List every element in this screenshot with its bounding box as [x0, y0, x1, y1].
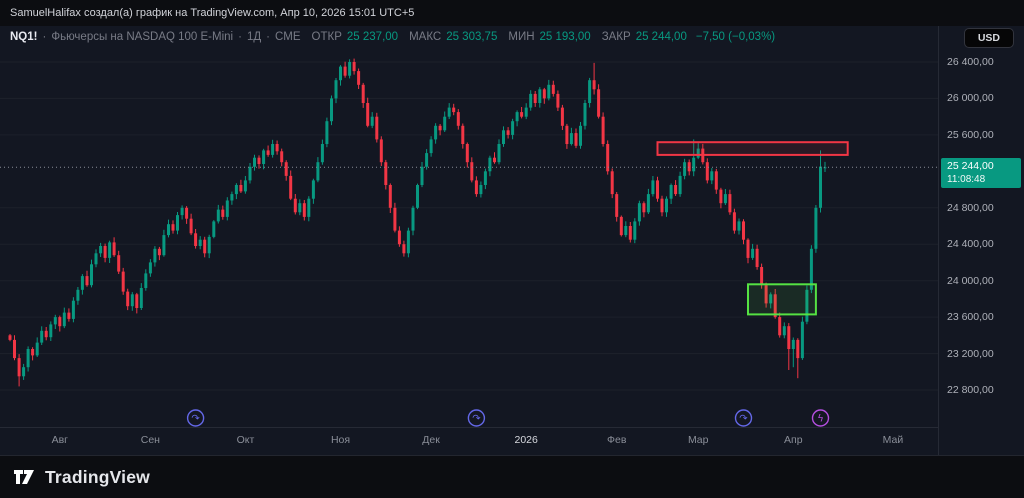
svg-text:↷: ↷ — [191, 414, 200, 425]
support-box[interactable] — [747, 283, 817, 316]
open-label: ОТКР — [311, 31, 342, 43]
price-axis-label: 25 600,00 — [947, 128, 994, 141]
price-axis[interactable]: 26 400,00 26 000,00 25 600,00 24 800,00 24 4… — [938, 0, 1024, 455]
price-axis-label: 26 000,00 — [947, 92, 994, 105]
change-value: −7,50 (−0,03%) — [695, 31, 776, 43]
price-axis-label: 24 000,00 — [947, 274, 994, 287]
svg-text:↷: ↷ — [472, 414, 481, 425]
bar-countdown: 11:08:48 — [947, 174, 986, 186]
time-axis-label: Апр — [784, 434, 803, 446]
interval-label[interactable]: 1Д — [246, 31, 262, 43]
price-axis-label: 26 400,00 — [947, 56, 994, 68]
price-axis-label: 24 800,00 — [947, 201, 994, 214]
close-label: ЗАКР — [601, 31, 631, 43]
svg-text:ϟ: ϟ — [817, 414, 824, 425]
time-axis-label: Дек — [422, 434, 440, 446]
time-axis-label: Авг — [51, 434, 69, 446]
current-price-value: 25 244,00 — [947, 160, 994, 173]
svg-text:↷: ↷ — [739, 414, 748, 425]
resistance-box[interactable] — [656, 141, 849, 156]
candlestick-series[interactable] — [8, 58, 827, 387]
tradingview-logo-icon[interactable] — [12, 465, 36, 489]
time-axis-label: Сен — [140, 434, 160, 446]
open-value: 25 237,00 — [346, 31, 399, 43]
time-axis-label: Фев — [607, 434, 627, 446]
footer-bar: TradingView — [0, 455, 1024, 498]
time-axis-label: 2026 — [514, 434, 538, 446]
separator-dot: · — [238, 31, 242, 43]
rollover-marker-icon[interactable]: ↷ — [734, 409, 753, 427]
price-axis-label: 22 800,00 — [947, 384, 994, 396]
separator-dot: · — [266, 31, 270, 43]
low-label: МИН — [508, 31, 535, 43]
price-axis-label: 24 400,00 — [947, 238, 994, 251]
exchange-label: CME — [274, 31, 301, 43]
currency-button[interactable]: USD — [963, 28, 1014, 48]
creation-info-text: SamuelHalifax создал(а) график на Tradin… — [10, 7, 415, 19]
tradingview-logo-text[interactable]: TradingView — [45, 466, 150, 487]
high-value: 25 303,75 — [446, 31, 498, 43]
high-label: МАКС — [409, 31, 442, 43]
chart-legend: NQ1! · Фьючерсы на NASDAQ 100 E-Mini · 1… — [10, 31, 775, 43]
time-axis-label: Мар — [687, 434, 709, 446]
creation-info-bar: SamuelHalifax создал(а) график на Tradin… — [0, 0, 1024, 26]
grid-lines — [0, 61, 938, 391]
low-value: 25 193,00 — [539, 31, 591, 43]
close-value: 25 244,00 — [635, 31, 687, 43]
price-axis-label: 23 600,00 — [947, 311, 994, 324]
rollover-marker-icon[interactable]: ↷ — [186, 409, 205, 427]
flash-marker-icon[interactable]: ϟ — [811, 409, 830, 427]
symbol-name[interactable]: NQ1! — [10, 31, 38, 43]
chart-canvas[interactable]: ↷ ↷ ↷ ϟ — [0, 0, 938, 455]
current-price-badge: 25 244,00 11:08:48 — [941, 158, 1021, 189]
price-axis-label: 23 200,00 — [947, 347, 994, 360]
time-axis-label: Ноя — [330, 434, 351, 446]
time-axis[interactable]: Авг Сен Окт Ноя Дек 2026 Фев Мар Апр Май — [0, 427, 938, 455]
separator-dot: · — [42, 31, 47, 43]
time-axis-label: Май — [882, 434, 904, 446]
rollover-marker-icon[interactable]: ↷ — [467, 409, 486, 427]
time-axis-label: Окт — [236, 434, 255, 446]
symbol-description: Фьючерсы на NASDAQ 100 E-Mini — [51, 31, 234, 43]
